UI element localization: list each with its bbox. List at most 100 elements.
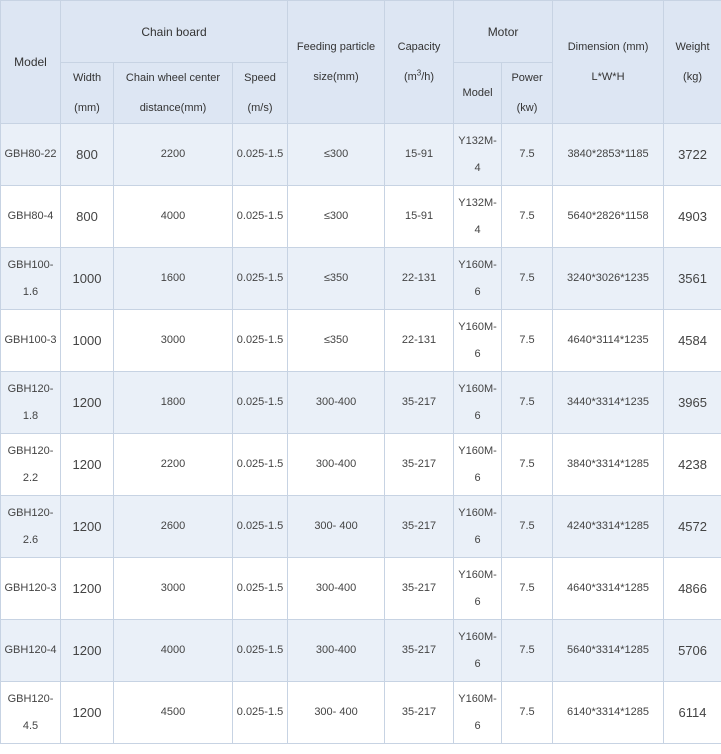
table-row: GBH80-4 800 4000 0.025-1.5 ≤300 15-91 Y132M-4 7…	[0, 185, 721, 248]
table-row: GBH120-2.6 1200 2600 0.025-1.5 300- 400 35-21…	[0, 495, 721, 558]
header-chain-board: Chain board	[59, 0, 289, 63]
cell-chain-wheel-distance: 4000	[113, 619, 233, 682]
cell-motor-model: Y160M-6	[453, 495, 503, 558]
cell-power: 7.5	[501, 247, 554, 310]
cell-feeding-size: 300- 400	[287, 495, 386, 558]
cell-model: GBH120-4.5	[0, 681, 61, 744]
cell-speed: 0.025-1.5	[231, 619, 289, 682]
header-chain-wheel-distance: Chain wheel center distance(mm)	[113, 62, 233, 124]
cell-weight: 6114	[663, 681, 721, 744]
cell-capacity: 15-91	[384, 185, 455, 248]
cell-weight: 3965	[663, 371, 721, 434]
cell-chain-wheel-distance: 3000	[113, 557, 233, 620]
cell-dimension: 4240*3314*1285	[552, 495, 665, 558]
cell-capacity: 35-217	[384, 371, 455, 434]
cell-feeding-size: 300-400	[287, 619, 386, 682]
cell-feeding-size: 300- 400	[287, 681, 386, 744]
cell-power: 7.5	[501, 123, 554, 186]
cell-model: GBH120-3	[0, 557, 61, 620]
cell-dimension: 5640*3314*1285	[552, 619, 665, 682]
cell-speed: 0.025-1.5	[231, 185, 289, 248]
cell-motor-model: Y160M-6	[453, 557, 503, 620]
cell-motor-model: Y132M-4	[453, 123, 503, 186]
cell-weight: 4866	[663, 557, 721, 620]
cell-motor-model: Y160M-6	[453, 247, 503, 310]
header-capacity: Capacity (m3/h)	[384, 0, 455, 124]
cell-width: 1200	[60, 433, 114, 496]
cell-width: 800	[60, 123, 114, 186]
header-width: Width (mm)	[60, 62, 114, 124]
cell-model: GBH100-3	[0, 309, 61, 372]
cell-dimension: 5640*2826*1158	[552, 185, 665, 248]
cell-speed: 0.025-1.5	[231, 495, 289, 558]
cell-capacity: 15-91	[384, 123, 455, 186]
table-row: GBH80-22 800 2200 0.025-1.5 ≤300 15-91 Y132M-4…	[0, 123, 721, 186]
cell-motor-model: Y160M-6	[453, 619, 503, 682]
cell-width: 1200	[60, 371, 114, 434]
cell-width: 800	[60, 185, 114, 248]
cell-power: 7.5	[501, 557, 554, 620]
cell-width: 1200	[60, 619, 114, 682]
cell-weight: 3561	[663, 247, 721, 310]
cell-power: 7.5	[501, 309, 554, 372]
cell-chain-wheel-distance: 1600	[113, 247, 233, 310]
cell-motor-model: Y160M-6	[453, 309, 503, 372]
cell-dimension: 3840*2853*1185	[552, 123, 665, 186]
cell-power: 7.5	[501, 495, 554, 558]
header-weight: Weight (kg)	[663, 0, 721, 124]
cell-weight: 5706	[663, 619, 721, 682]
cell-chain-wheel-distance: 3000	[113, 309, 233, 372]
cell-power: 7.5	[501, 619, 554, 682]
table-row: GBH120-4.5 1200 4500 0.025-1.5 300- 400 35-21…	[0, 681, 721, 744]
cell-capacity: 35-217	[384, 433, 455, 496]
cell-capacity: 22-131	[384, 309, 455, 372]
cell-chain-wheel-distance: 4000	[113, 185, 233, 248]
table-row: GBH100-1.6 1000 1600 0.025-1.5 ≤350 22-131 Y16…	[0, 247, 721, 310]
cell-speed: 0.025-1.5	[231, 309, 289, 372]
table-row: GBH120-1.8 1200 1800 0.025-1.5 300-400 35-217…	[0, 371, 721, 434]
header-motor: Motor	[453, 0, 554, 63]
cell-capacity: 35-217	[384, 495, 455, 558]
cell-chain-wheel-distance: 2600	[113, 495, 233, 558]
cell-feeding-size: ≤300	[287, 123, 386, 186]
cell-speed: 0.025-1.5	[231, 123, 289, 186]
cell-speed: 0.025-1.5	[231, 371, 289, 434]
cell-weight: 4572	[663, 495, 721, 558]
table-row: GBH120-2.2 1200 2200 0.025-1.5 300-400 35-217…	[0, 433, 721, 496]
cell-motor-model: Y132M-4	[453, 185, 503, 248]
cell-capacity: 35-217	[384, 619, 455, 682]
cell-chain-wheel-distance: 2200	[113, 433, 233, 496]
header-feeding-particle: Feeding particle size(mm)	[287, 0, 386, 124]
cell-power: 7.5	[501, 371, 554, 434]
header-motor-model: Model	[453, 62, 503, 124]
cell-capacity: 35-217	[384, 557, 455, 620]
cell-width: 1200	[60, 681, 114, 744]
cell-width: 1200	[60, 557, 114, 620]
cell-dimension: 3840*3314*1285	[552, 433, 665, 496]
cell-speed: 0.025-1.5	[231, 557, 289, 620]
cell-model: GBH80-4	[0, 185, 61, 248]
cell-width: 1000	[60, 247, 114, 310]
cell-capacity: 35-217	[384, 681, 455, 744]
cell-dimension: 3240*3026*1235	[552, 247, 665, 310]
header-capacity-label: Capacity	[397, 41, 441, 53]
cell-motor-model: Y160M-6	[453, 433, 503, 496]
cell-model: GBH120-2.6	[0, 495, 61, 558]
cell-chain-wheel-distance: 2200	[113, 123, 233, 186]
cell-feeding-size: ≤350	[287, 309, 386, 372]
header-power: Power (kw)	[501, 62, 554, 124]
cell-weight: 4238	[663, 433, 721, 496]
table-row: GBH100-3 1000 3000 0.025-1.5 ≤350 22-131 Y160M…	[0, 309, 721, 372]
cell-width: 1000	[60, 309, 114, 372]
cell-model: GBH120-1.8	[0, 371, 61, 434]
cell-chain-wheel-distance: 1800	[113, 371, 233, 434]
header-capacity-unit: (m3/h)	[403, 68, 435, 83]
cell-dimension: 3440*3314*1235	[552, 371, 665, 434]
table-header: Model Chain board Feeding particle size(…	[0, 0, 721, 124]
cell-feeding-size: 300-400	[287, 371, 386, 434]
cell-motor-model: Y160M-6	[453, 371, 503, 434]
cell-model: GBH80-22	[0, 123, 61, 186]
cell-model: GBH120-4	[0, 619, 61, 682]
cell-chain-wheel-distance: 4500	[113, 681, 233, 744]
